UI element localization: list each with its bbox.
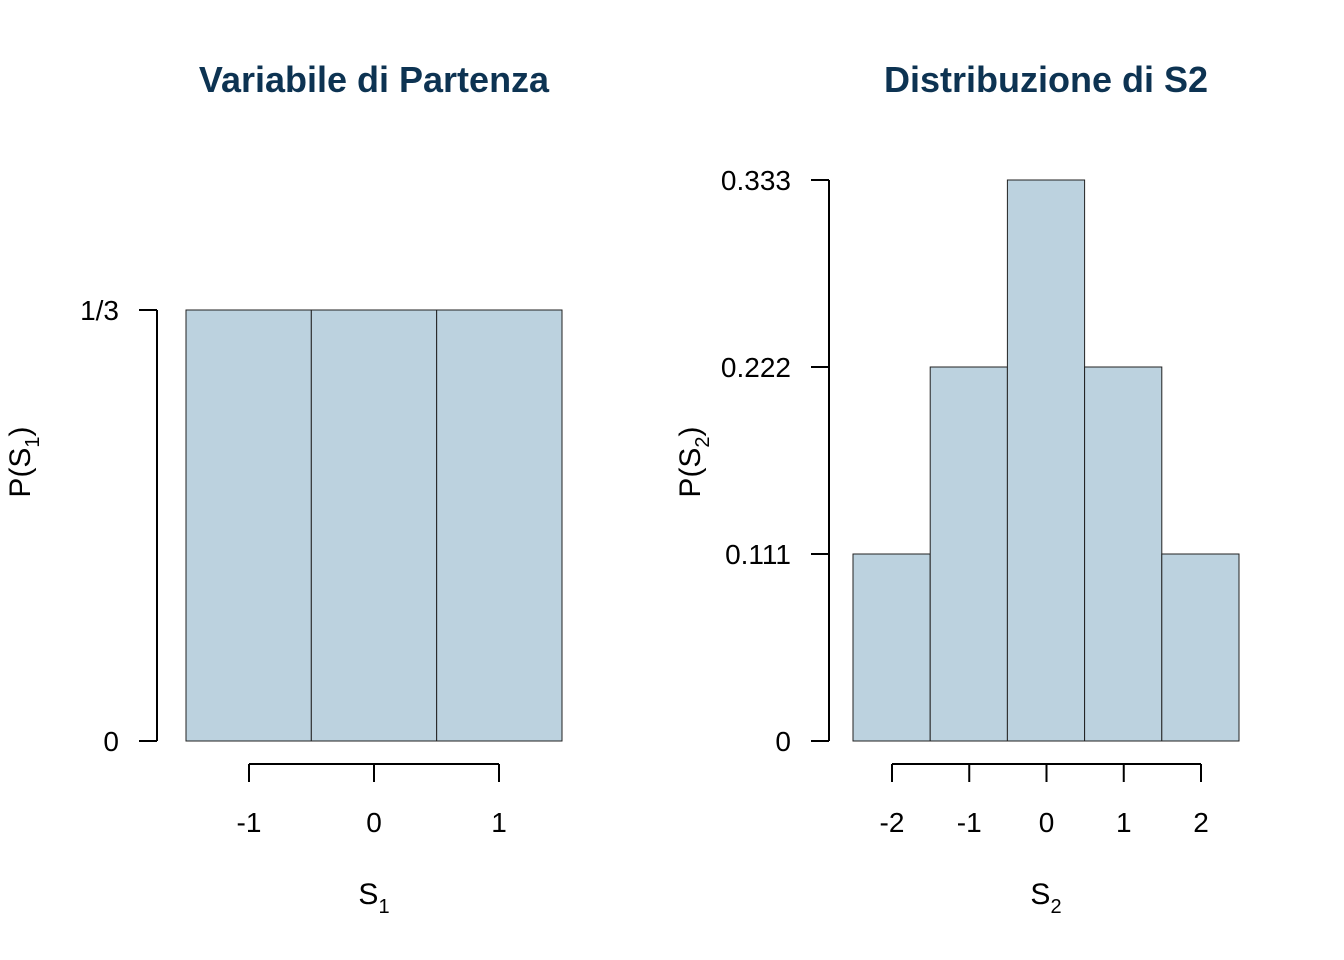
y-tick-label: 0 [103, 726, 119, 757]
chart-title-1: Variabile di Partenza [199, 59, 550, 100]
bars-1 [185, 309, 563, 742]
bar-2 [1161, 553, 1240, 742]
y-tick-label: 0.222 [721, 352, 791, 383]
x-tick-label: -1 [957, 807, 982, 838]
x-tick-label: 0 [1039, 807, 1055, 838]
bar-1 [436, 309, 563, 742]
x-tick-label: 0 [366, 807, 382, 838]
y-tick-label: 0.333 [721, 165, 791, 196]
bar-0 [310, 309, 438, 742]
y-axis-1: 0 1/3 [80, 295, 158, 757]
y-tick-label: 1/3 [80, 295, 119, 326]
x-tick-label: 1 [1116, 807, 1132, 838]
y-tick-label: 0.111 [725, 539, 791, 570]
bar--2 [852, 553, 931, 742]
y-axis-2: 0 0.111 0.222 0.333 [721, 165, 830, 757]
x-tick-label: 2 [1193, 807, 1209, 838]
y-axis-label-1: P(S1) [4, 426, 44, 497]
bars-2 [852, 179, 1240, 742]
chart-title-2: Distribuzione di S2 [884, 59, 1208, 100]
x-tick-label: -1 [237, 807, 262, 838]
x-axis-label-2: S2 [1030, 878, 1061, 918]
x-tick-label: 1 [491, 807, 507, 838]
y-tick-label: 0 [775, 726, 791, 757]
x-axis-1: -1 0 1 [237, 763, 507, 838]
bar-1 [1084, 366, 1163, 742]
x-axis-2: -2 -1 0 1 2 [880, 763, 1209, 838]
bar-0 [1006, 179, 1086, 742]
chart-panel-1: Variabile di Partenza 0 1/3 -1 0 1 S1 P(S1) [4, 59, 563, 918]
y-axis-label-2: P(S2) [674, 426, 714, 497]
bar--1 [929, 366, 1008, 742]
bar--1 [185, 309, 312, 742]
x-axis-label-1: S1 [358, 878, 389, 918]
x-tick-label: -2 [880, 807, 905, 838]
